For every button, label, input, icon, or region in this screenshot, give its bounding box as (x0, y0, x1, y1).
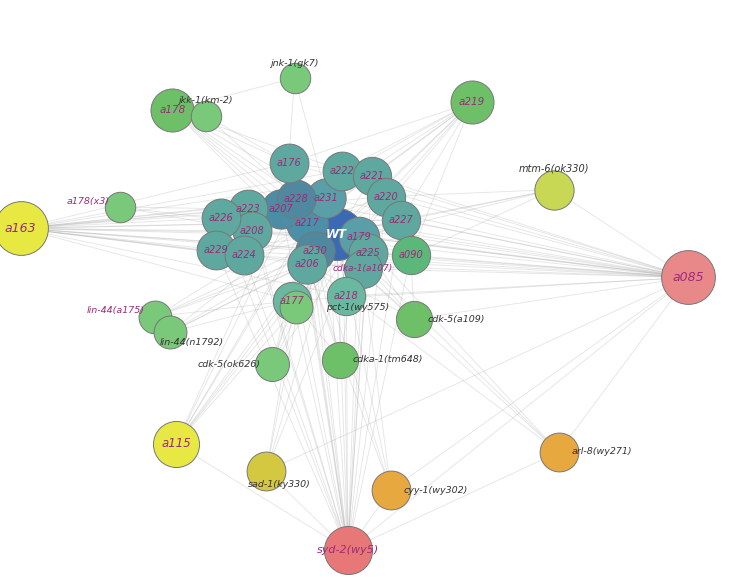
Point (366, 172, 378, 181)
Point (149, 312, 161, 321)
Point (466, 98, 478, 107)
Text: a163: a163 (5, 222, 36, 235)
Point (15, 224, 27, 233)
Text: cyy-1(wy302): cyy-1(wy302) (404, 486, 468, 495)
Text: a224: a224 (232, 250, 257, 261)
Text: a178(x3): a178(x3) (67, 197, 110, 206)
Point (170, 439, 182, 449)
Text: a220: a220 (374, 191, 399, 202)
Point (286, 296, 298, 305)
Text: a177: a177 (280, 295, 305, 306)
Text: cdk-5(ok626): cdk-5(ok626) (198, 360, 260, 369)
Point (395, 215, 407, 224)
Text: a223: a223 (235, 204, 260, 214)
Text: jkk-1(km-2): jkk-1(km-2) (178, 96, 233, 105)
Point (357, 264, 369, 273)
Point (380, 192, 392, 201)
Text: a218: a218 (334, 291, 359, 301)
Point (242, 205, 254, 214)
Text: syd-2(wy5): syd-2(wy5) (317, 545, 379, 555)
Point (283, 158, 295, 168)
Text: a225: a225 (355, 248, 380, 258)
Text: a229: a229 (204, 244, 229, 255)
Point (336, 166, 348, 175)
Text: mtm-6(ok330): mtm-6(ok330) (518, 164, 589, 174)
Point (342, 546, 354, 555)
Text: a207: a207 (269, 204, 294, 214)
Point (275, 205, 287, 214)
Point (385, 486, 397, 495)
Point (164, 328, 176, 337)
Point (405, 251, 417, 260)
Text: a228: a228 (283, 194, 309, 205)
Point (340, 291, 352, 301)
Point (215, 213, 226, 223)
Point (353, 232, 365, 242)
Point (260, 466, 272, 476)
Text: WT: WT (326, 228, 347, 240)
Text: lin-44(a175): lin-44(a175) (87, 306, 145, 316)
Text: jnk-1(gk7): jnk-1(gk7) (270, 59, 319, 68)
Text: a206: a206 (295, 259, 320, 269)
Point (301, 218, 313, 227)
Text: a227: a227 (388, 214, 414, 225)
Text: a115: a115 (161, 438, 191, 450)
Text: a208: a208 (239, 226, 264, 236)
Point (362, 249, 374, 258)
Text: pct-1(wy575): pct-1(wy575) (326, 303, 389, 312)
Point (246, 227, 258, 236)
Point (210, 245, 222, 254)
Text: a222: a222 (329, 165, 354, 176)
Point (334, 355, 346, 364)
Text: lin-44(n1792): lin-44(n1792) (160, 338, 224, 347)
Point (408, 314, 420, 324)
Text: arl-8(wy271): arl-8(wy271) (572, 447, 633, 457)
Text: a219: a219 (459, 97, 485, 108)
Point (200, 111, 212, 120)
Text: cdk-5(a109): cdk-5(a109) (428, 314, 485, 324)
Point (166, 105, 178, 114)
Point (290, 195, 302, 204)
Point (309, 247, 320, 256)
Point (331, 229, 343, 239)
Point (301, 260, 313, 269)
Text: a231: a231 (313, 192, 338, 203)
Point (682, 273, 694, 282)
Point (238, 251, 250, 260)
Text: a085: a085 (673, 271, 704, 284)
Text: a179: a179 (346, 232, 371, 242)
Point (290, 303, 302, 312)
Text: a226: a226 (208, 213, 233, 223)
Text: a230: a230 (302, 246, 327, 257)
Text: cdka-1(a107): cdka-1(a107) (332, 264, 393, 273)
Text: a090: a090 (398, 250, 423, 261)
Text: a221: a221 (360, 171, 385, 181)
Text: a176: a176 (276, 158, 301, 168)
Text: a217: a217 (295, 217, 320, 228)
Point (548, 185, 559, 194)
Point (114, 202, 126, 212)
Point (266, 360, 278, 369)
Text: sad-1(ky330): sad-1(ky330) (249, 480, 311, 489)
Point (553, 447, 565, 457)
Point (289, 73, 300, 83)
Text: cdka-1(tm648): cdka-1(tm648) (352, 355, 423, 364)
Point (320, 193, 332, 202)
Text: a178: a178 (159, 105, 186, 115)
